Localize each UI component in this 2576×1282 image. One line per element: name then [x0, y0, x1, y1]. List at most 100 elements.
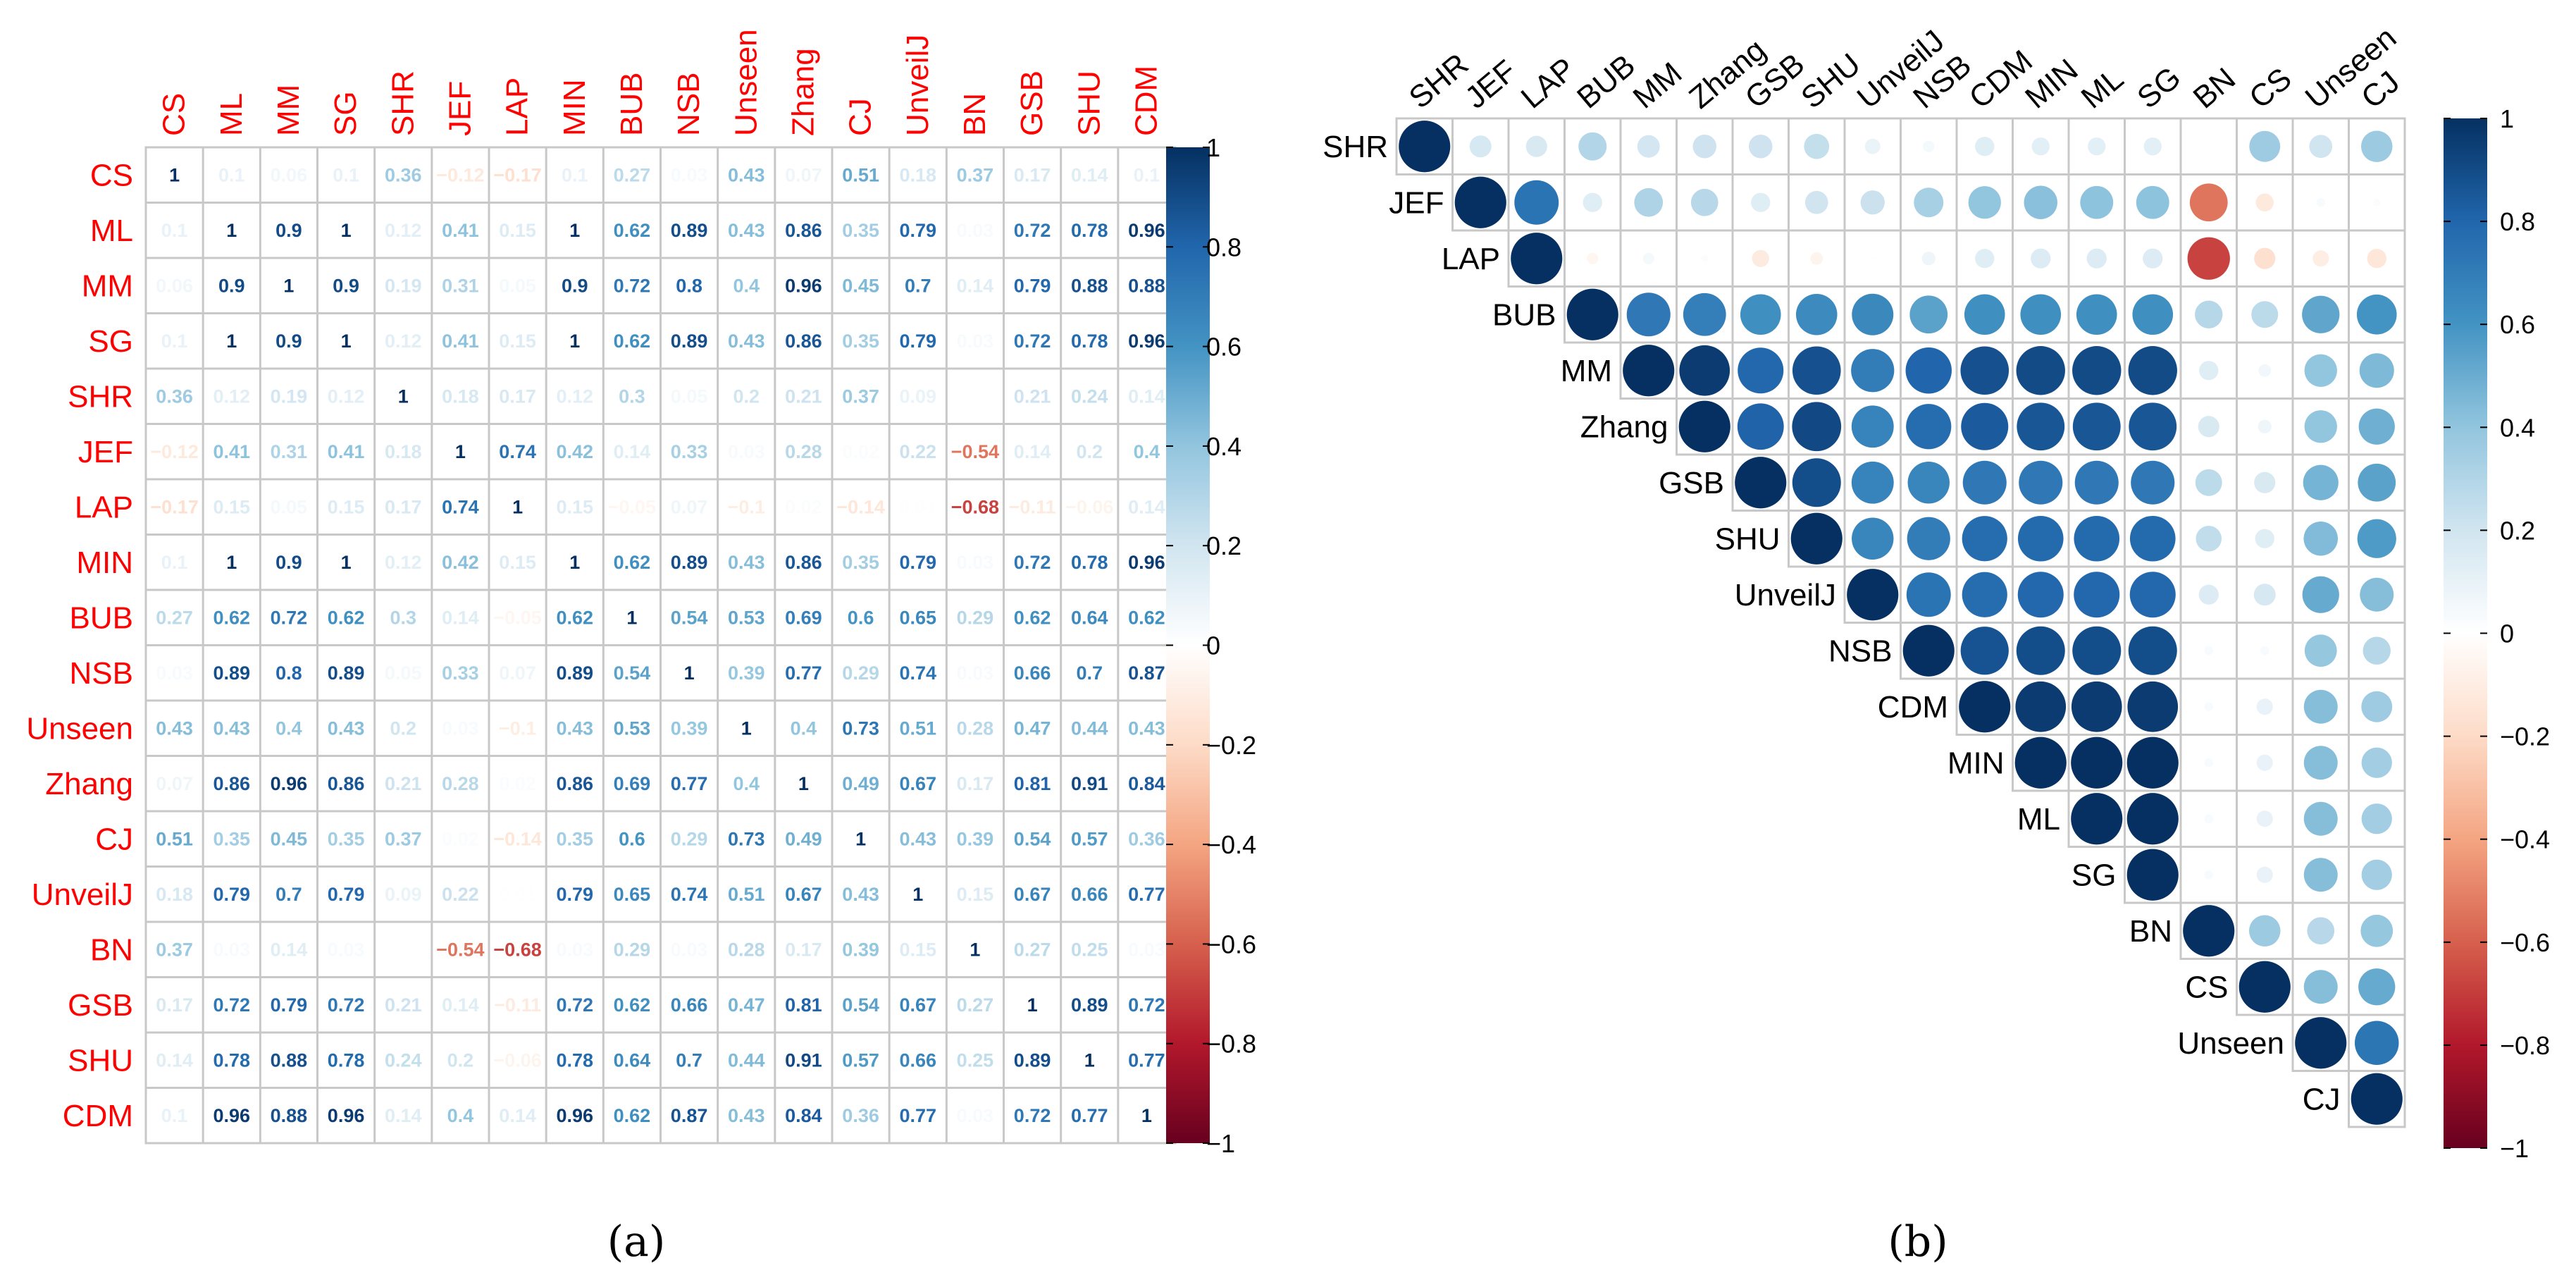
panel-b-circle: [1851, 461, 1894, 504]
row-label-a: SHU: [68, 1043, 133, 1078]
panel-b-circle: [2260, 646, 2270, 655]
cell-value: 0.86: [328, 773, 365, 794]
cell-value: −0.11: [494, 994, 541, 1016]
panel-b-circle: [1566, 288, 1618, 340]
cell-value: −0.05: [608, 496, 656, 517]
panel-b-circle: [2129, 402, 2177, 451]
panel-b-circle: [2017, 402, 2065, 451]
cell-value: 0.89: [1071, 994, 1108, 1016]
cell-value: 0.43: [728, 220, 765, 241]
cell-value: 0.6: [619, 828, 645, 849]
panel-b-circle: [1906, 572, 1951, 617]
cell-value: 0.14: [614, 441, 651, 462]
panel-b-circle: [2204, 814, 2214, 824]
panel-b-circle: [2015, 681, 2067, 732]
cell-value: 1: [684, 662, 695, 684]
panel-b-circle: [2128, 626, 2177, 675]
panel-a-colorbar: 1 0.8 0.6 0.4 0.2 0 −0.2 −0.4 −0.6 −0.8 −1: [1166, 133, 1256, 1158]
colorbar-b-gradient-bar: [2444, 118, 2487, 1148]
cell-value: 0.79: [899, 552, 936, 573]
cell-value: 0.62: [328, 607, 365, 628]
panel-b-circle: [2136, 185, 2169, 219]
cell-value: 0.78: [556, 1049, 593, 1071]
panel-b-circle: [2249, 915, 2281, 947]
cell-value: 0.77: [899, 1105, 936, 1126]
colorbar-a-tick-label: 0: [1206, 631, 1220, 660]
cell-value: 0.66: [671, 994, 708, 1016]
cell-value: 0.4: [733, 773, 760, 794]
row-label-b: SHR: [1323, 130, 1388, 164]
panel-b-circle: [1975, 249, 1995, 269]
panel-b-circle: [1735, 457, 1787, 509]
cell-value: 0.88: [271, 1105, 308, 1126]
panel-b-circle: [1737, 403, 1784, 450]
cell-value: 0.18: [156, 884, 193, 905]
row-label-a: CS: [90, 158, 133, 192]
col-label-b: SG: [2131, 60, 2187, 115]
col-label-b: ML: [2075, 61, 2130, 116]
cell-value: 0.03: [728, 441, 765, 462]
col-label-a: BN: [958, 93, 992, 136]
cell-value: −0.17: [493, 164, 541, 185]
cell-value: 0.14: [1014, 441, 1051, 462]
cell-value: 0.07: [499, 662, 536, 684]
cell-value: 0.51: [899, 717, 936, 739]
col-label-a: GSB: [1015, 70, 1049, 136]
cell-value: 0.43: [328, 717, 365, 739]
panel-b-circle: [2127, 681, 2179, 732]
panel-b-circle: [2204, 758, 2214, 768]
cell-value: 0.43: [1128, 717, 1165, 739]
cell-value: 0.27: [614, 164, 651, 185]
panel-b-circle: [2086, 248, 2107, 269]
panel-b-circle: [1792, 458, 1841, 507]
panel-b-circle: [2361, 691, 2393, 722]
cell-value: −0.17: [150, 496, 198, 517]
panel-b-circle: [2361, 747, 2392, 778]
cell-value: 0.31: [271, 441, 308, 462]
panel-b-circle: [1469, 135, 1492, 158]
panel-b-circle: [2238, 961, 2291, 1013]
cell-value: 0.79: [1014, 275, 1051, 296]
cell-value: 0.62: [614, 331, 651, 352]
cell-value: 1: [569, 220, 580, 241]
cell-value: 0.9: [562, 275, 588, 296]
cell-value: 1: [398, 386, 409, 407]
cell-value: 0.12: [385, 220, 422, 241]
panel-b-circle: [2128, 346, 2177, 395]
cell-value: 0.88: [271, 1049, 308, 1071]
cell-value: 0.21: [785, 386, 822, 407]
cell-value: 0.78: [213, 1049, 250, 1071]
cell-value: 0.37: [156, 939, 193, 960]
cell-value: 0.51: [842, 164, 879, 185]
cell-value: 0.35: [556, 828, 593, 849]
panel-b-circle: [2072, 346, 2122, 395]
cell-value: 0.29: [614, 939, 651, 960]
panel-b-circle: [2253, 584, 2276, 606]
panel-b-circle: [2312, 250, 2329, 267]
cell-value: 0.21: [1014, 386, 1051, 407]
colorbar-b-tick-label: −0.2: [2500, 722, 2550, 751]
panel-b-circle: [1748, 134, 1773, 159]
cell-value: 1: [1084, 1049, 1095, 1071]
panel-b-circle: [2361, 803, 2392, 834]
colorbar-a-gradient-bar: [1166, 147, 1210, 1143]
cell-value: 0.62: [556, 607, 593, 628]
cell-value: 0.1: [161, 552, 188, 573]
panel-b-circle: [2316, 197, 2326, 207]
cell-value: 0.43: [842, 884, 879, 905]
panel-b-circle: [2361, 130, 2393, 162]
panel-b-circle: [1634, 187, 1664, 217]
cell-value: 0.1: [333, 164, 359, 185]
panel-b-circle: [1804, 190, 1828, 214]
caption-a: (a): [607, 1217, 666, 1266]
col-label-b: LAP: [1515, 51, 1582, 116]
cell-value: 0.86: [785, 331, 822, 352]
cell-value: 1: [912, 884, 923, 905]
col-label-b: CS: [2243, 61, 2298, 116]
cell-value: 0.14: [1071, 164, 1108, 185]
cell-value: −0.12: [150, 441, 198, 462]
row-label-b: JEF: [1389, 185, 1444, 220]
cell-value: 0.9: [218, 275, 245, 296]
col-label-a: SHU: [1072, 70, 1106, 136]
panel-b-circle: [1626, 292, 1671, 337]
